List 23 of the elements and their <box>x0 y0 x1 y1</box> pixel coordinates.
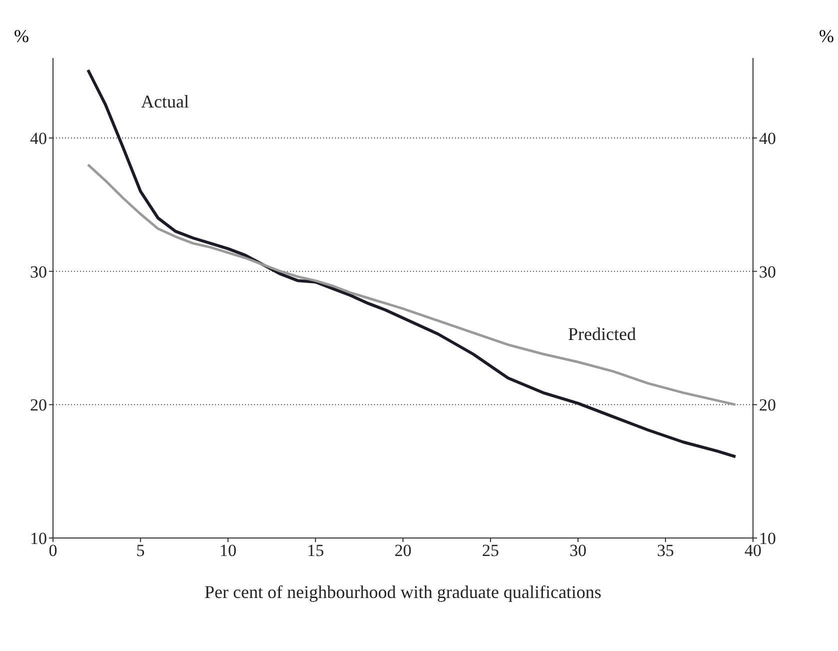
x-tick-label: 0 <box>48 541 58 560</box>
line-series <box>86 163 737 406</box>
x-axis-title: Per cent of neighbourhood with graduate qualifications <box>204 582 602 602</box>
x-tick-label: 10 <box>220 541 236 560</box>
series-label: Actual <box>141 91 189 112</box>
y-tick-label: 40 <box>30 129 47 148</box>
x-tick-label: 15 <box>307 541 324 560</box>
x-tick-label: 30 <box>570 541 586 560</box>
y-tick-label: 30 <box>30 262 47 282</box>
y2-tick-label: 40 <box>759 129 776 148</box>
x-tick-label: 35 <box>657 541 674 560</box>
x-tick-label: 5 <box>136 541 145 560</box>
y2-tick-label: 20 <box>759 396 776 415</box>
x-tick-label: 20 <box>394 541 412 560</box>
y-tick-label: 10 <box>30 529 47 548</box>
y-tick-label: 20 <box>30 396 47 415</box>
x-tick-label: 40 <box>744 541 762 560</box>
line-series <box>86 68 737 458</box>
x-tick-label: 25 <box>482 541 499 560</box>
series-label: Predicted <box>568 324 636 344</box>
y-axis-title: % <box>14 26 29 47</box>
y2-axis-title: % <box>819 26 834 47</box>
y2-tick-label: 30 <box>759 262 776 282</box>
